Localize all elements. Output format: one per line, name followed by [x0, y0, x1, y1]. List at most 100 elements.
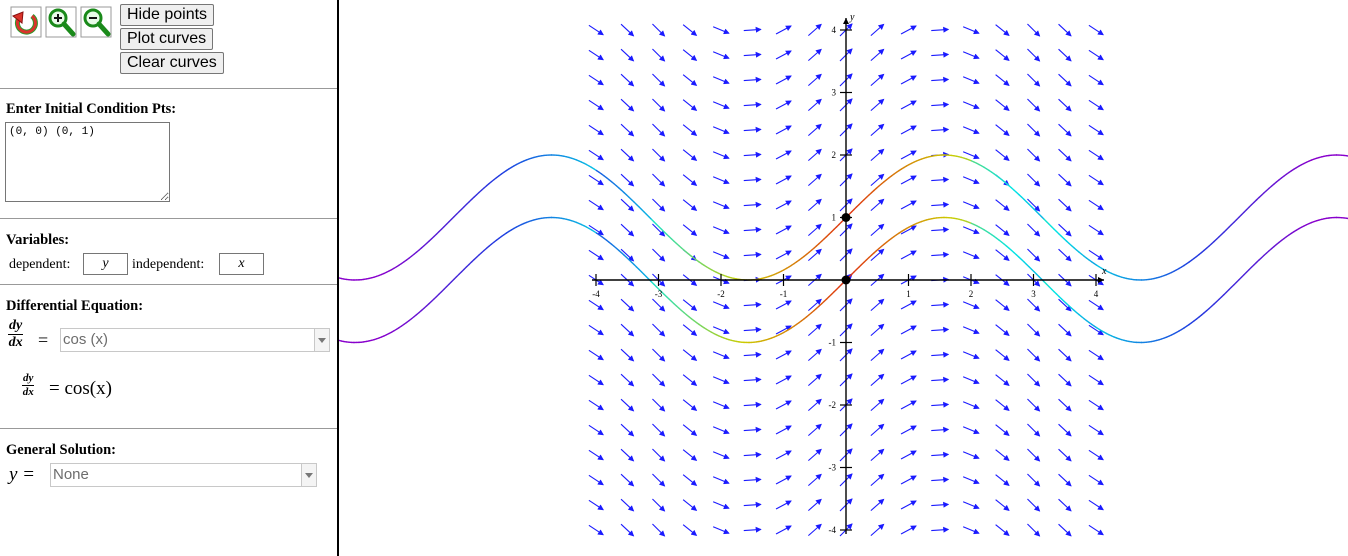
- slope-arrow: [870, 348, 885, 362]
- slope-arrow: [1027, 48, 1041, 62]
- slope-arrow: [1058, 148, 1072, 162]
- slope-arrow: [620, 498, 635, 512]
- initial-point[interactable]: [841, 275, 851, 285]
- slope-arrow: [588, 349, 604, 361]
- slope-arrow: [870, 123, 885, 137]
- reset-icon[interactable]: [10, 6, 42, 38]
- slope-arrow: [870, 323, 885, 337]
- dropdown-arrow-icon[interactable]: [301, 464, 316, 486]
- slope-arrow: [995, 124, 1010, 136]
- slope-arrow: [807, 348, 822, 362]
- x-tick-label: -3: [655, 289, 663, 299]
- slope-arrow: [962, 476, 980, 485]
- slope-arrow: [900, 250, 917, 260]
- slope-arrow: [620, 198, 635, 212]
- slope-arrow: [870, 373, 885, 387]
- slope-arrow: [775, 125, 792, 135]
- y-axis-label: y: [849, 12, 855, 23]
- slope-arrow: [962, 426, 980, 435]
- slope-arrow: [995, 449, 1010, 461]
- slope-arrow: [775, 325, 792, 335]
- plot-curves-button[interactable]: Plot curves: [120, 28, 214, 50]
- slope-arrow: [900, 325, 917, 335]
- slope-arrow: [900, 200, 917, 210]
- slope-arrow: [870, 198, 885, 212]
- slope-arrow: [931, 476, 950, 483]
- slope-arrow: [807, 448, 822, 462]
- slope-arrow: [900, 125, 917, 135]
- slope-arrow: [743, 251, 762, 258]
- initial-point[interactable]: [841, 213, 851, 222]
- slope-arrow: [1088, 449, 1104, 461]
- slope-arrow: [931, 26, 950, 33]
- slope-arrow: [931, 501, 950, 508]
- slope-arrow: [1027, 173, 1041, 187]
- initial-conditions-input[interactable]: [5, 122, 170, 202]
- slope-arrow: [775, 350, 792, 360]
- general-solution-value: None: [53, 466, 89, 483]
- slope-arrow: [807, 123, 822, 137]
- slope-arrow: [962, 126, 980, 135]
- slope-arrow: [995, 249, 1010, 261]
- slope-arrow: [900, 25, 917, 35]
- slope-arrow: [1058, 223, 1072, 237]
- slope-arrow: [620, 398, 635, 412]
- slope-arrow: [931, 426, 950, 433]
- slope-arrow: [807, 73, 822, 87]
- slope-arrow: [743, 226, 762, 233]
- dx-denominator: dx: [8, 335, 23, 350]
- slope-arrow: [743, 26, 762, 33]
- slope-field-plot[interactable]: x y -4 -3 -2 -1 1 2 3 4 4 3 2 1 -1 -2 -3 -4: [339, 0, 1348, 556]
- slope-arrow: [931, 76, 950, 83]
- slope-arrow: [870, 423, 885, 437]
- slope-arrow: [995, 149, 1010, 161]
- slope-arrow: [743, 451, 762, 458]
- slope-arrow: [870, 98, 885, 112]
- slope-arrow: [682, 49, 698, 61]
- slope-arrow: [620, 448, 635, 462]
- slope-arrow: [775, 75, 792, 85]
- slope-arrow: [1058, 173, 1072, 187]
- zoom-out-icon[interactable]: [80, 6, 112, 38]
- slope-arrow: [995, 24, 1010, 36]
- slope-arrow: [652, 48, 666, 62]
- slope-arrow: [743, 351, 762, 358]
- slope-arrow: [682, 399, 698, 411]
- slope-arrow: [712, 251, 730, 260]
- y-tick-label: -1: [829, 338, 837, 348]
- slope-arrow: [620, 323, 635, 337]
- clear-curves-button[interactable]: Clear curves: [120, 52, 224, 74]
- y-tick-label: -2: [829, 400, 837, 410]
- slope-arrow: [931, 376, 950, 383]
- slope-arrow: [1088, 474, 1104, 486]
- slope-arrow: [1058, 473, 1072, 487]
- zoom-in-icon[interactable]: [45, 6, 77, 38]
- slope-arrow: [870, 148, 885, 162]
- divider: [0, 218, 337, 219]
- differential-equation-input[interactable]: cos (x): [60, 328, 330, 352]
- slope-arrow: [1027, 123, 1041, 137]
- slope-arrow: [775, 500, 792, 510]
- general-solution-input[interactable]: None: [50, 463, 317, 487]
- slope-arrow: [1058, 498, 1072, 512]
- slope-arrow: [870, 498, 885, 512]
- slope-arrow: [1027, 423, 1041, 437]
- independent-variable-input[interactable]: x: [219, 253, 264, 275]
- slope-arrow: [807, 398, 822, 412]
- slope-arrow: [588, 449, 604, 461]
- y-equals-label: y =: [9, 464, 36, 485]
- differential-equation-title: Differential Equation:: [6, 298, 144, 314]
- slope-arrow: [743, 51, 762, 58]
- slope-arrow: [588, 49, 604, 61]
- slope-arrow: [588, 124, 604, 136]
- slope-arrow: [1058, 398, 1072, 412]
- hide-points-button[interactable]: Hide points: [120, 4, 215, 26]
- slope-arrow: [775, 175, 792, 185]
- slope-arrow: [712, 376, 730, 385]
- vector-field: [588, 23, 1104, 537]
- slope-arrow: [712, 351, 730, 360]
- slope-arrow: [743, 176, 762, 183]
- dropdown-arrow-icon[interactable]: [314, 329, 329, 351]
- dependent-variable-input[interactable]: y: [83, 253, 128, 275]
- slope-arrow: [712, 26, 730, 35]
